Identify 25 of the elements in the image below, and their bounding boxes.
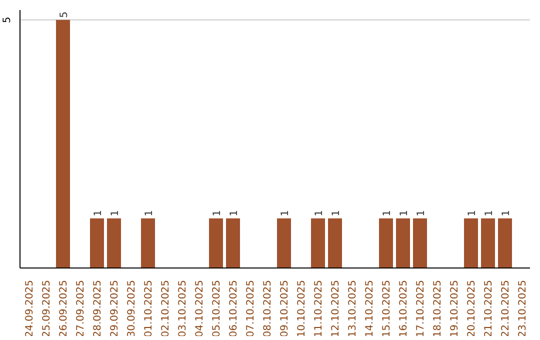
data-label: 1 — [280, 210, 291, 216]
data-label: 1 — [382, 210, 393, 216]
x-tick-label: 15.10.2025 — [382, 280, 392, 338]
data-label: 1 — [331, 210, 342, 216]
x-tick-label: 18.10.2025 — [432, 280, 444, 338]
data-label: 1 — [416, 210, 427, 216]
x-tick-label: 13.10.2025 — [348, 280, 358, 338]
data-label: 5 — [59, 12, 70, 18]
data-label: 1 — [501, 210, 512, 216]
x-tick-label: 19.10.2025 — [450, 280, 460, 338]
data-label: 1 — [229, 210, 240, 216]
data-label: 1 — [93, 210, 104, 216]
data-label: 1 — [212, 210, 223, 216]
x-tick-label: 10.10.2025 — [296, 280, 308, 338]
data-label: 1 — [399, 210, 410, 216]
x-tick-label: 11.10.2025 — [314, 280, 324, 338]
x-tick-label: 16.10.2025 — [398, 280, 410, 338]
data-label: 1 — [110, 210, 121, 216]
data-label: 1 — [144, 210, 155, 216]
x-tick-label: 14.10.2025 — [364, 280, 376, 338]
data-label: 1 — [314, 210, 325, 216]
x-tick-label: 17.10.2025 — [416, 280, 426, 338]
data-label: 1 — [467, 210, 478, 216]
data-label: 1 — [484, 210, 495, 216]
x-tick-label: 12.10.2025 — [330, 280, 342, 338]
